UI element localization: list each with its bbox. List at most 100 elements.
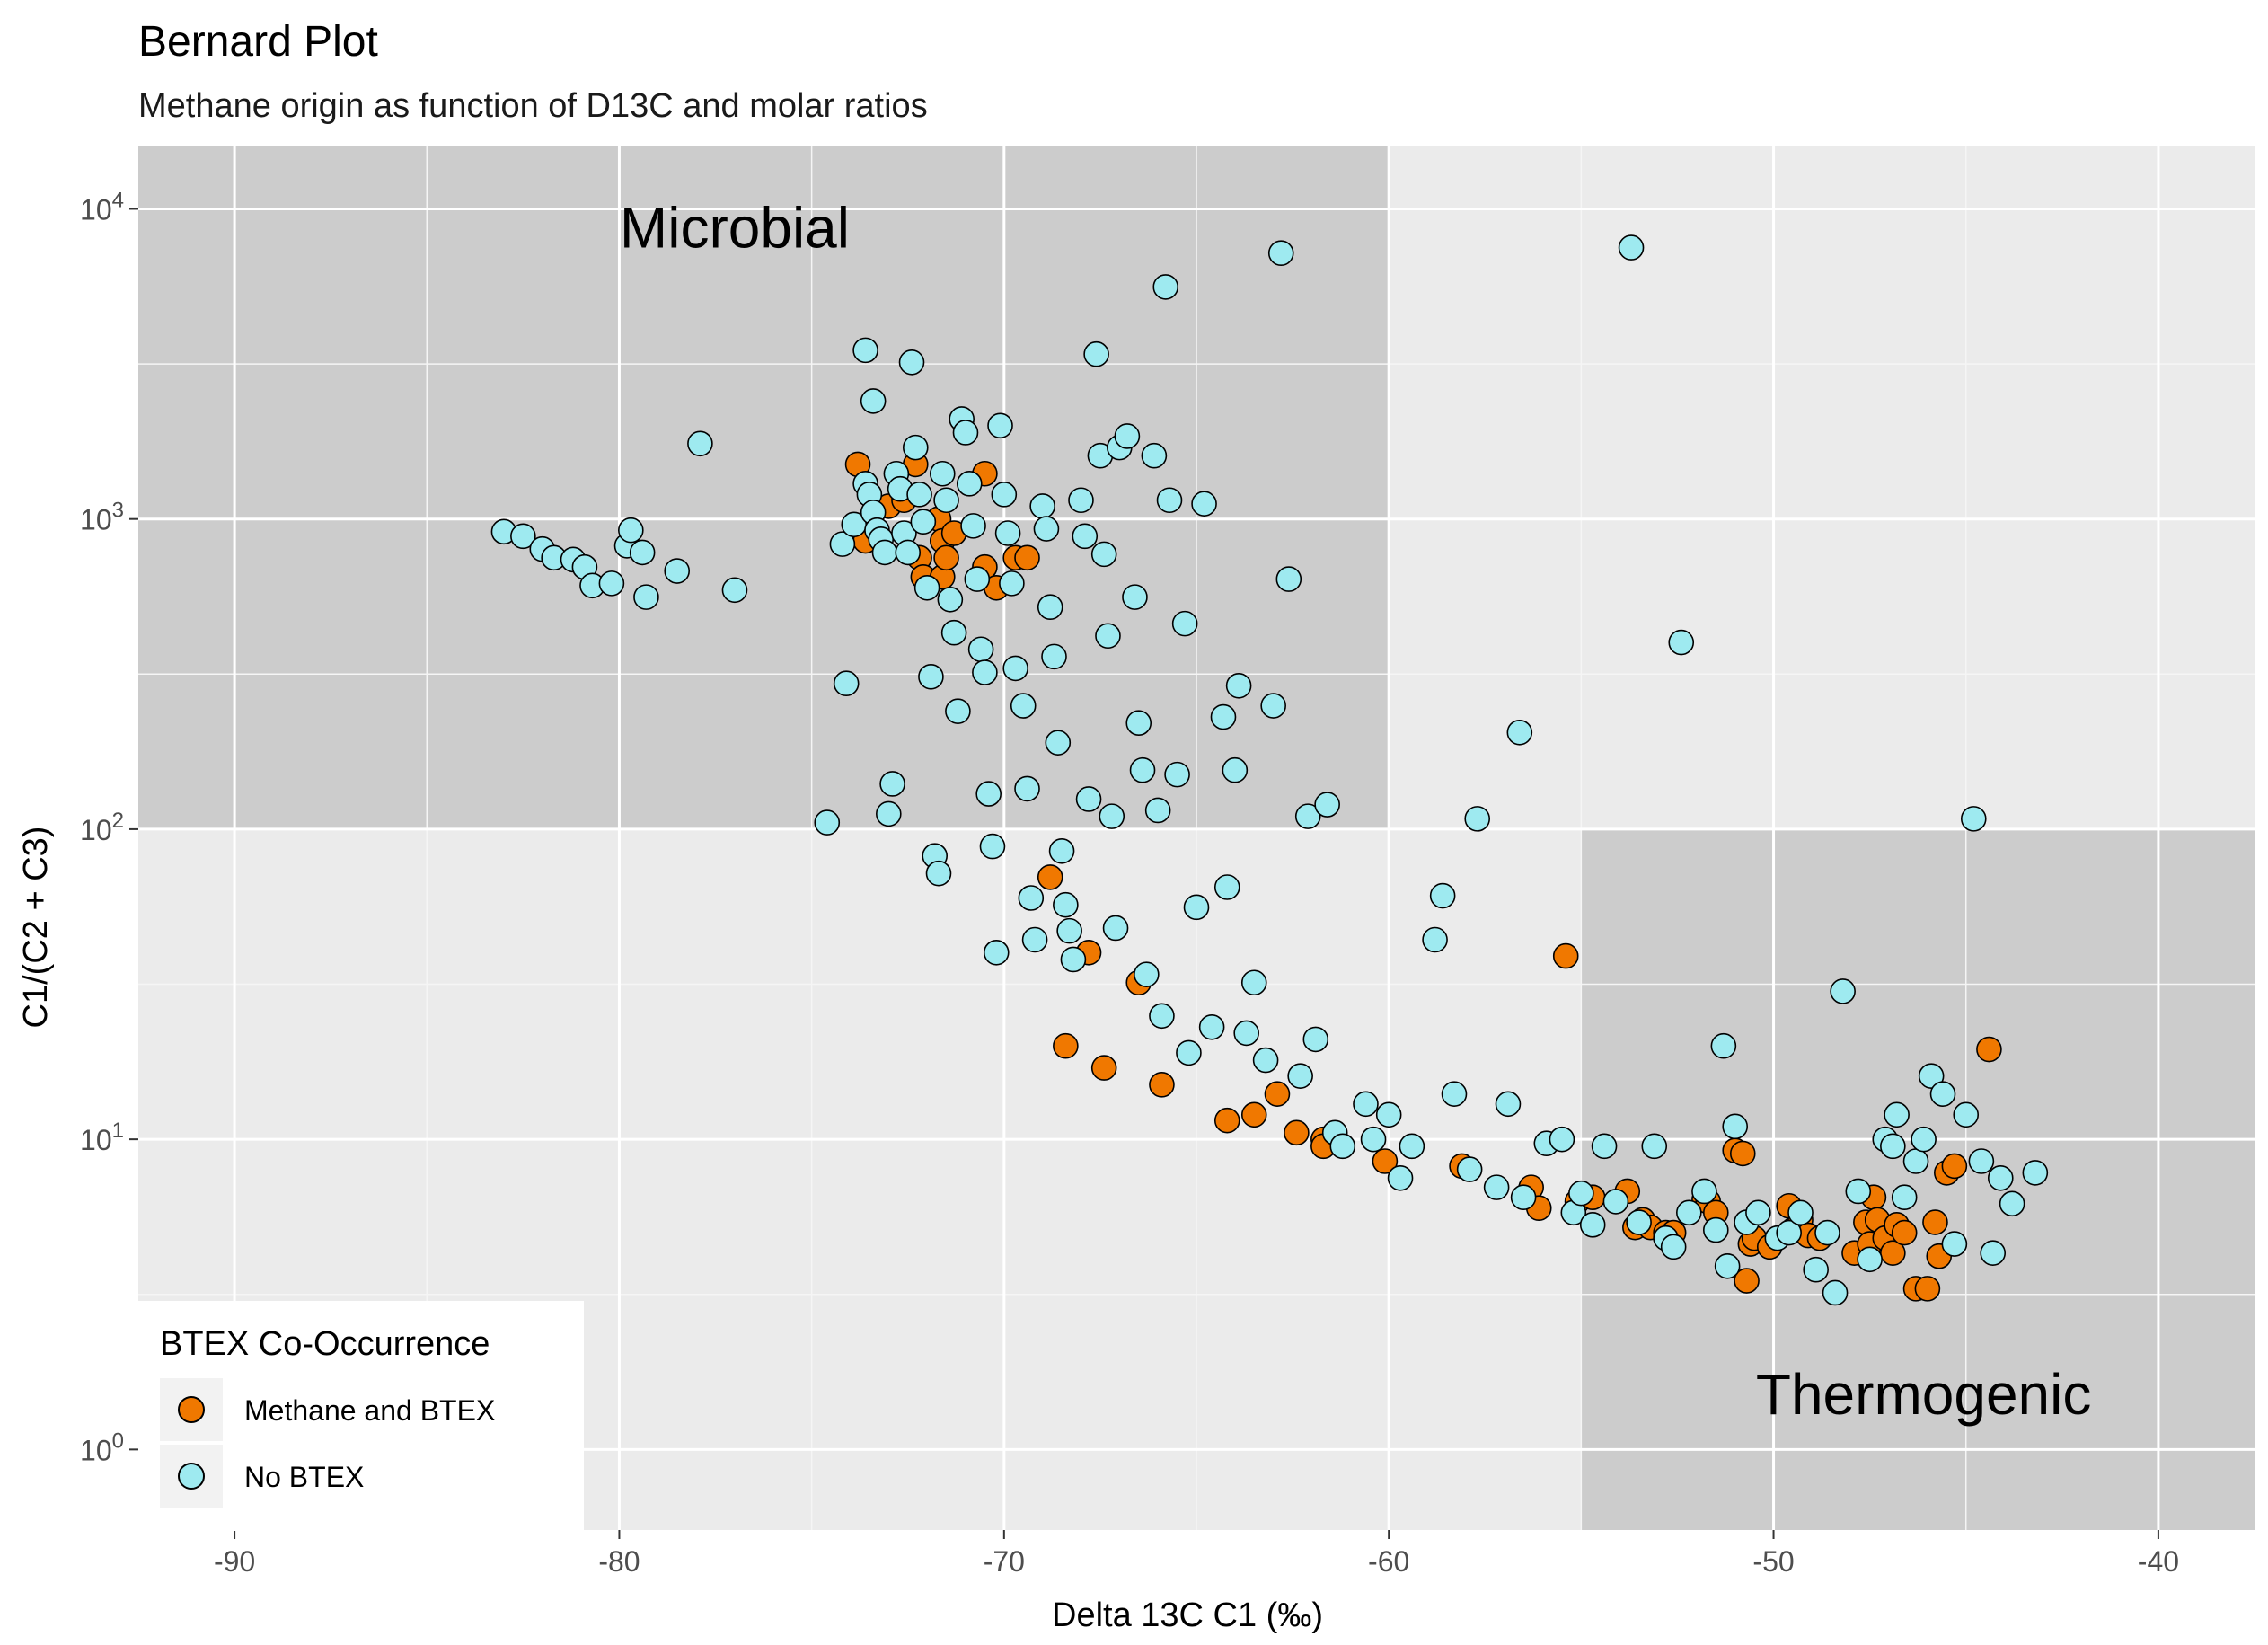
data-point: [1579, 1212, 1606, 1238]
data-point: [1125, 710, 1152, 737]
chart-subtitle: Methane origin as function of D13C and m…: [138, 87, 928, 125]
data-point: [1037, 594, 1063, 621]
x-tick-label: -90: [214, 1545, 255, 1578]
data-point: [1222, 756, 1249, 783]
data-point: [1618, 234, 1645, 261]
data-point: [1068, 487, 1094, 514]
y-tick-label: 101: [80, 1119, 124, 1156]
data-point: [1213, 874, 1240, 900]
data-point: [1240, 1101, 1267, 1128]
data-point: [1387, 1164, 1414, 1191]
data-point: [1891, 1184, 1918, 1211]
data-point: [1568, 1180, 1594, 1207]
region-thermogenic: [1581, 828, 2255, 1530]
data-point: [983, 939, 1010, 966]
data-point: [1060, 946, 1087, 973]
y-tick-label: 102: [80, 809, 124, 846]
data-point: [1099, 803, 1125, 829]
data-point: [925, 860, 952, 887]
data-point: [1102, 915, 1129, 942]
data-point: [972, 659, 998, 685]
region-label-microbial: Microbial: [620, 196, 850, 261]
data-point: [1729, 1140, 1756, 1167]
data-point: [933, 487, 959, 514]
data-point: [1045, 730, 1072, 756]
data-point: [833, 670, 860, 697]
data-point: [1918, 1063, 1945, 1089]
data-point: [721, 577, 748, 604]
data-point: [994, 520, 1021, 546]
data-point: [1033, 516, 1060, 542]
chart-title: Bernard Plot: [138, 18, 378, 66]
y-axis-title: C1/(C2 + C3): [17, 827, 55, 1029]
data-point: [1626, 1209, 1652, 1235]
data-point: [1830, 978, 1856, 1004]
data-point: [1056, 917, 1082, 944]
data-point: [1010, 693, 1037, 719]
data-point: [860, 388, 887, 414]
data-point: [1422, 926, 1448, 953]
data-point: [1929, 1081, 1956, 1107]
y-tick-label: 104: [80, 188, 124, 226]
data-point: [1141, 442, 1168, 469]
data-point: [618, 517, 644, 544]
data-point: [1776, 1219, 1802, 1246]
x-tick-label: -80: [598, 1545, 640, 1578]
data-point: [510, 523, 536, 550]
data-point: [1360, 1126, 1387, 1153]
data-point: [829, 531, 856, 557]
data-point: [598, 570, 625, 597]
data-point: [1968, 1148, 1995, 1174]
data-point: [1668, 629, 1695, 656]
series-no-btex: [490, 234, 2049, 1306]
data-point: [964, 566, 991, 592]
data-point: [987, 412, 1013, 439]
data-point: [1552, 942, 1579, 969]
data-point: [1164, 761, 1190, 788]
data-point: [1090, 541, 1117, 568]
data-point: [960, 513, 986, 539]
y-tick-label: 100: [80, 1428, 124, 1466]
data-point: [929, 460, 956, 487]
data-point: [1048, 837, 1075, 864]
data-point: [1549, 1126, 1575, 1153]
legend-label-methane-and-btex: Methane and BTEX: [244, 1394, 495, 1427]
data-point: [1252, 1047, 1279, 1074]
data-point: [1314, 792, 1340, 818]
region-label-thermogenic: Thermogenic: [1756, 1362, 2092, 1427]
data-point: [1233, 1020, 1259, 1047]
data-point: [898, 349, 925, 376]
data-point: [1922, 1209, 1948, 1235]
data-point: [1090, 1055, 1117, 1081]
data-point: [933, 544, 959, 571]
data-point: [1822, 1279, 1849, 1306]
data-point: [910, 509, 937, 535]
data-point: [1464, 806, 1491, 832]
data-point: [1075, 786, 1102, 812]
y-tick-label: 103: [80, 499, 124, 536]
data-point: [1641, 1133, 1668, 1160]
data-point: [975, 781, 1002, 807]
data-point: [1429, 882, 1456, 909]
data-point: [1021, 926, 1048, 953]
data-point: [1976, 1036, 2002, 1063]
region-microbial: [138, 146, 1390, 829]
data-point: [664, 558, 691, 584]
data-point: [952, 420, 979, 446]
data-point: [1053, 891, 1079, 918]
x-tick-label: -60: [1368, 1545, 1409, 1578]
data-point: [1287, 1063, 1313, 1089]
data-point: [1714, 1253, 1741, 1279]
data-point: [1191, 491, 1217, 517]
data-point: [871, 539, 898, 566]
data-point: [1275, 566, 1302, 592]
data-point: [1803, 1256, 1829, 1283]
data-point: [2022, 1160, 2049, 1186]
legend-title: BTEX Co-Occurrence: [160, 1325, 490, 1363]
data-point: [1149, 1003, 1175, 1030]
data-point: [1037, 864, 1063, 890]
data-point: [1198, 1013, 1225, 1040]
data-point: [1183, 894, 1210, 921]
data-point: [1152, 274, 1179, 300]
